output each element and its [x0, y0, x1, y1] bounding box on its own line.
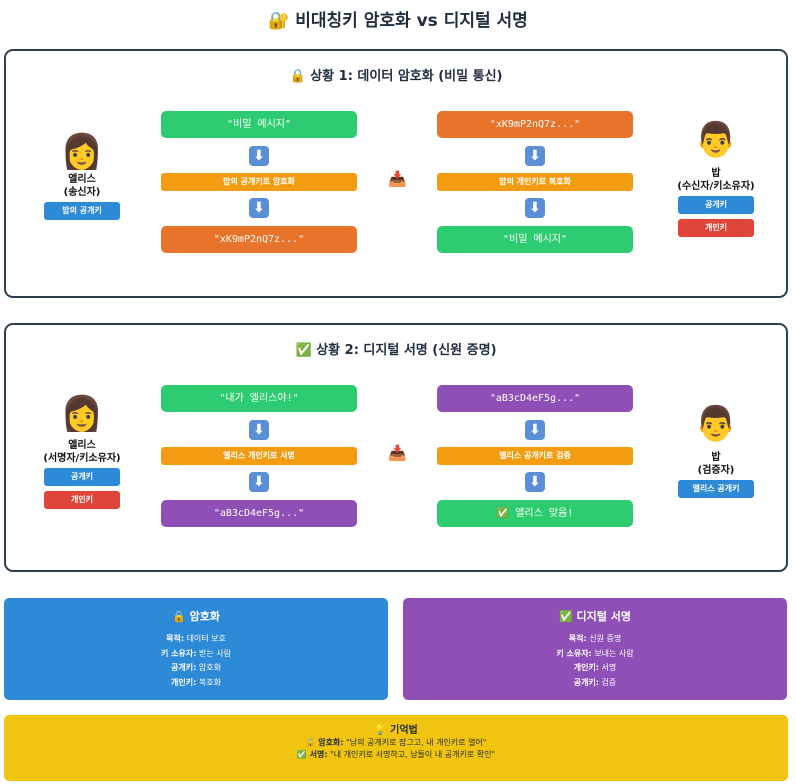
public-key-badge: 공개키 [44, 468, 120, 486]
scenario-1-title: 🔒 상황 1: 데이터 암호화 (비밀 통신) [289, 69, 503, 84]
person-role: (송신자) [63, 187, 101, 198]
person-name: 앨리스 [68, 174, 96, 185]
alice-sender: 👩 앨리스 (송신자) 밥의 공개키 [42, 135, 122, 220]
verified-message: ✅ 앨리스 맞음! [437, 500, 633, 527]
encrypt-step: 밥의 공개키로 암호화 [161, 173, 357, 191]
person-name: 밥 [711, 168, 721, 179]
alice-public-key-badge: 앨리스 공개키 [678, 480, 754, 498]
down-arrow-icon: ⬇ [249, 420, 269, 440]
page-title: 🔐 비대칭키 암호화 vs 디지털 서명 [268, 11, 528, 31]
person-role: (서명자/키소유자) [43, 453, 121, 464]
summary-line: 키 소유자: 보내는 사람 [556, 648, 634, 658]
memory-tip-box: 💡 기억법 🔒 암호화: "남의 공개키로 잠그고, 내 개인키로 열어" ✅ … [4, 715, 788, 781]
down-arrow-icon: ⬇ [525, 198, 545, 218]
woman-icon: 👩 [60, 394, 104, 434]
private-key-badge: 개인키 [44, 491, 120, 509]
down-arrow-icon: ⬇ [525, 146, 545, 166]
signature-message: "aB3cD4eF5g..." [161, 500, 357, 527]
encryption-summary-title: 🔒 암호화 [172, 610, 220, 623]
signature-summary-lines: 목적: 신원 증명 키 소유자: 보내는 사람 개인키: 서명 공개키: 검증 [403, 632, 787, 690]
memory-tip-encryption: 🔒 암호화: "남의 공개키로 잠그고, 내 개인키로 열어" [305, 738, 487, 747]
summary-line: 개인키: 복호화 [171, 677, 221, 687]
summary-line: 키 소유자: 받는 사람 [161, 648, 231, 658]
sign-step: 앨리스 개인키로 서명 [161, 447, 357, 465]
inbox-tray-icon: 📥 [388, 170, 407, 188]
down-arrow-icon: ⬇ [249, 198, 269, 218]
received-ciphertext: "xK9mP2nQ7z..." [437, 111, 633, 138]
down-arrow-icon: ⬇ [249, 146, 269, 166]
inbox-tray-icon: 📥 [388, 444, 407, 462]
encryption-summary-lines: 목적: 데이터 보호 키 소유자: 받는 사람 공개키: 암호화 개인키: 복호… [4, 632, 388, 690]
alice-signer: 👩 앨리스 (서명자/키소유자) 공개키 개인키 [30, 397, 134, 509]
bob-public-key-badge: 밥의 공개키 [44, 202, 120, 220]
signature-summary-title: ✅ 디지털 서명 [559, 610, 631, 623]
decrypted-message: "비밀 메시지" [437, 226, 633, 253]
down-arrow-icon: ⬇ [525, 472, 545, 492]
bob-verifier: 👨 밥 (검증자) 앨리스 공개키 [672, 407, 760, 498]
private-key-badge: 개인키 [678, 219, 754, 237]
person-name: 앨리스 [68, 440, 96, 451]
summary-line: 목적: 데이터 보호 [166, 634, 226, 643]
scenario-encryption-panel: 🔒 상황 1: 데이터 암호화 (비밀 통신) 👩 앨리스 (송신자) 밥의 공… [4, 49, 788, 298]
woman-icon: 👩 [60, 132, 104, 172]
summary-line: 개인키: 서명 [573, 663, 617, 672]
down-arrow-icon: ⬇ [249, 472, 269, 492]
decrypt-step: 밥의 개인키로 복호화 [437, 173, 633, 191]
memory-tip-title: 💡 기억법 [374, 725, 418, 736]
summary-line: 목적: 신원 증명 [568, 634, 622, 643]
scenario-signature-panel: ✅ 상황 2: 디지털 서명 (신원 증명) 👩 앨리스 (서명자/키소유자) … [4, 323, 788, 572]
memory-tip-signature: ✅ 서명: "내 개인키로 서명하고, 남들이 내 공개키로 확인" [296, 750, 496, 759]
encryption-summary: 🔒 암호화 목적: 데이터 보호 키 소유자: 받는 사람 공개키: 암호화 개… [4, 598, 388, 700]
person-role: (검증자) [697, 465, 735, 476]
ciphertext-message: "xK9mP2nQ7z..." [161, 226, 357, 253]
person-role: (수신자/키소유자) [677, 181, 755, 192]
received-signature: "aB3cD4eF5g..." [437, 385, 633, 412]
person-name: 밥 [711, 452, 721, 463]
verify-step: 앨리스 공개키로 검증 [437, 447, 633, 465]
man-icon: 👨 [694, 404, 738, 444]
summary-line: 공개키: 검증 [573, 677, 617, 687]
identity-message: "내가 앨리스야!" [161, 385, 357, 412]
scenario-2-title: ✅ 상황 2: 디지털 서명 (신원 증명) [295, 343, 497, 358]
plain-message: "비밀 메시지" [161, 111, 357, 138]
public-key-badge: 공개키 [678, 196, 754, 214]
down-arrow-icon: ⬇ [525, 420, 545, 440]
summary-line: 공개키: 암호화 [171, 663, 221, 672]
man-icon: 👨 [694, 120, 738, 160]
bob-receiver: 👨 밥 (수신자/키소유자) 공개키 개인키 [668, 123, 764, 237]
signature-summary: ✅ 디지털 서명 목적: 신원 증명 키 소유자: 보내는 사람 개인키: 서명… [403, 598, 787, 700]
